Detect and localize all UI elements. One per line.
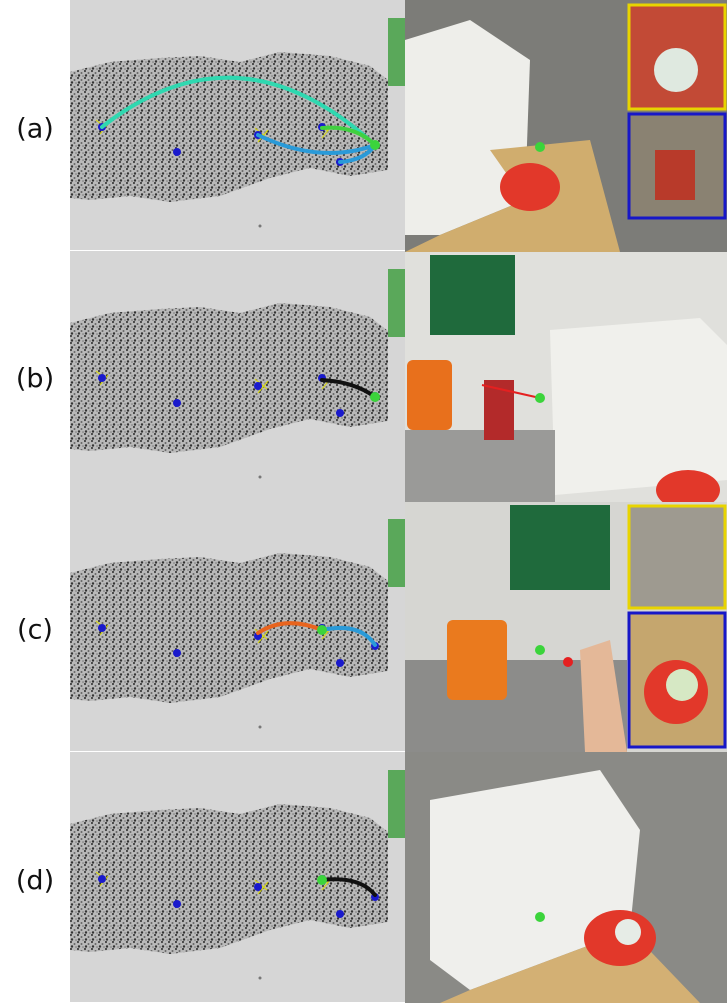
marker: [563, 657, 573, 667]
map-panel: [70, 752, 405, 1002]
figure: (a) (b) (c) (d): [0, 0, 727, 1003]
node: [370, 140, 380, 150]
plate: [500, 163, 560, 211]
map-panel: [70, 251, 405, 501]
panel-label: (a): [16, 114, 54, 145]
cup: [654, 48, 698, 92]
panel-label: (b): [16, 364, 54, 395]
poster: [430, 255, 515, 335]
photo: [405, 0, 727, 252]
holder: [655, 150, 695, 200]
marker: [535, 912, 545, 922]
map-panel: [70, 501, 405, 751]
marker: [535, 393, 545, 403]
map-panel: [70, 0, 405, 250]
photo: [405, 752, 727, 1003]
node: [317, 875, 327, 885]
panel-label: (d): [16, 866, 54, 897]
inset: [629, 506, 725, 608]
node: [370, 392, 380, 402]
microwave: [550, 318, 727, 495]
panel-label: (c): [17, 615, 53, 646]
marker: [535, 645, 545, 655]
node: [317, 625, 327, 635]
cup: [615, 919, 641, 945]
marker: [535, 142, 545, 152]
cup: [666, 669, 698, 701]
sink: [405, 430, 555, 502]
poster: [510, 505, 610, 590]
bottle: [407, 360, 452, 430]
photo: [405, 252, 727, 510]
bottle: [447, 620, 507, 700]
photo: [405, 502, 727, 752]
